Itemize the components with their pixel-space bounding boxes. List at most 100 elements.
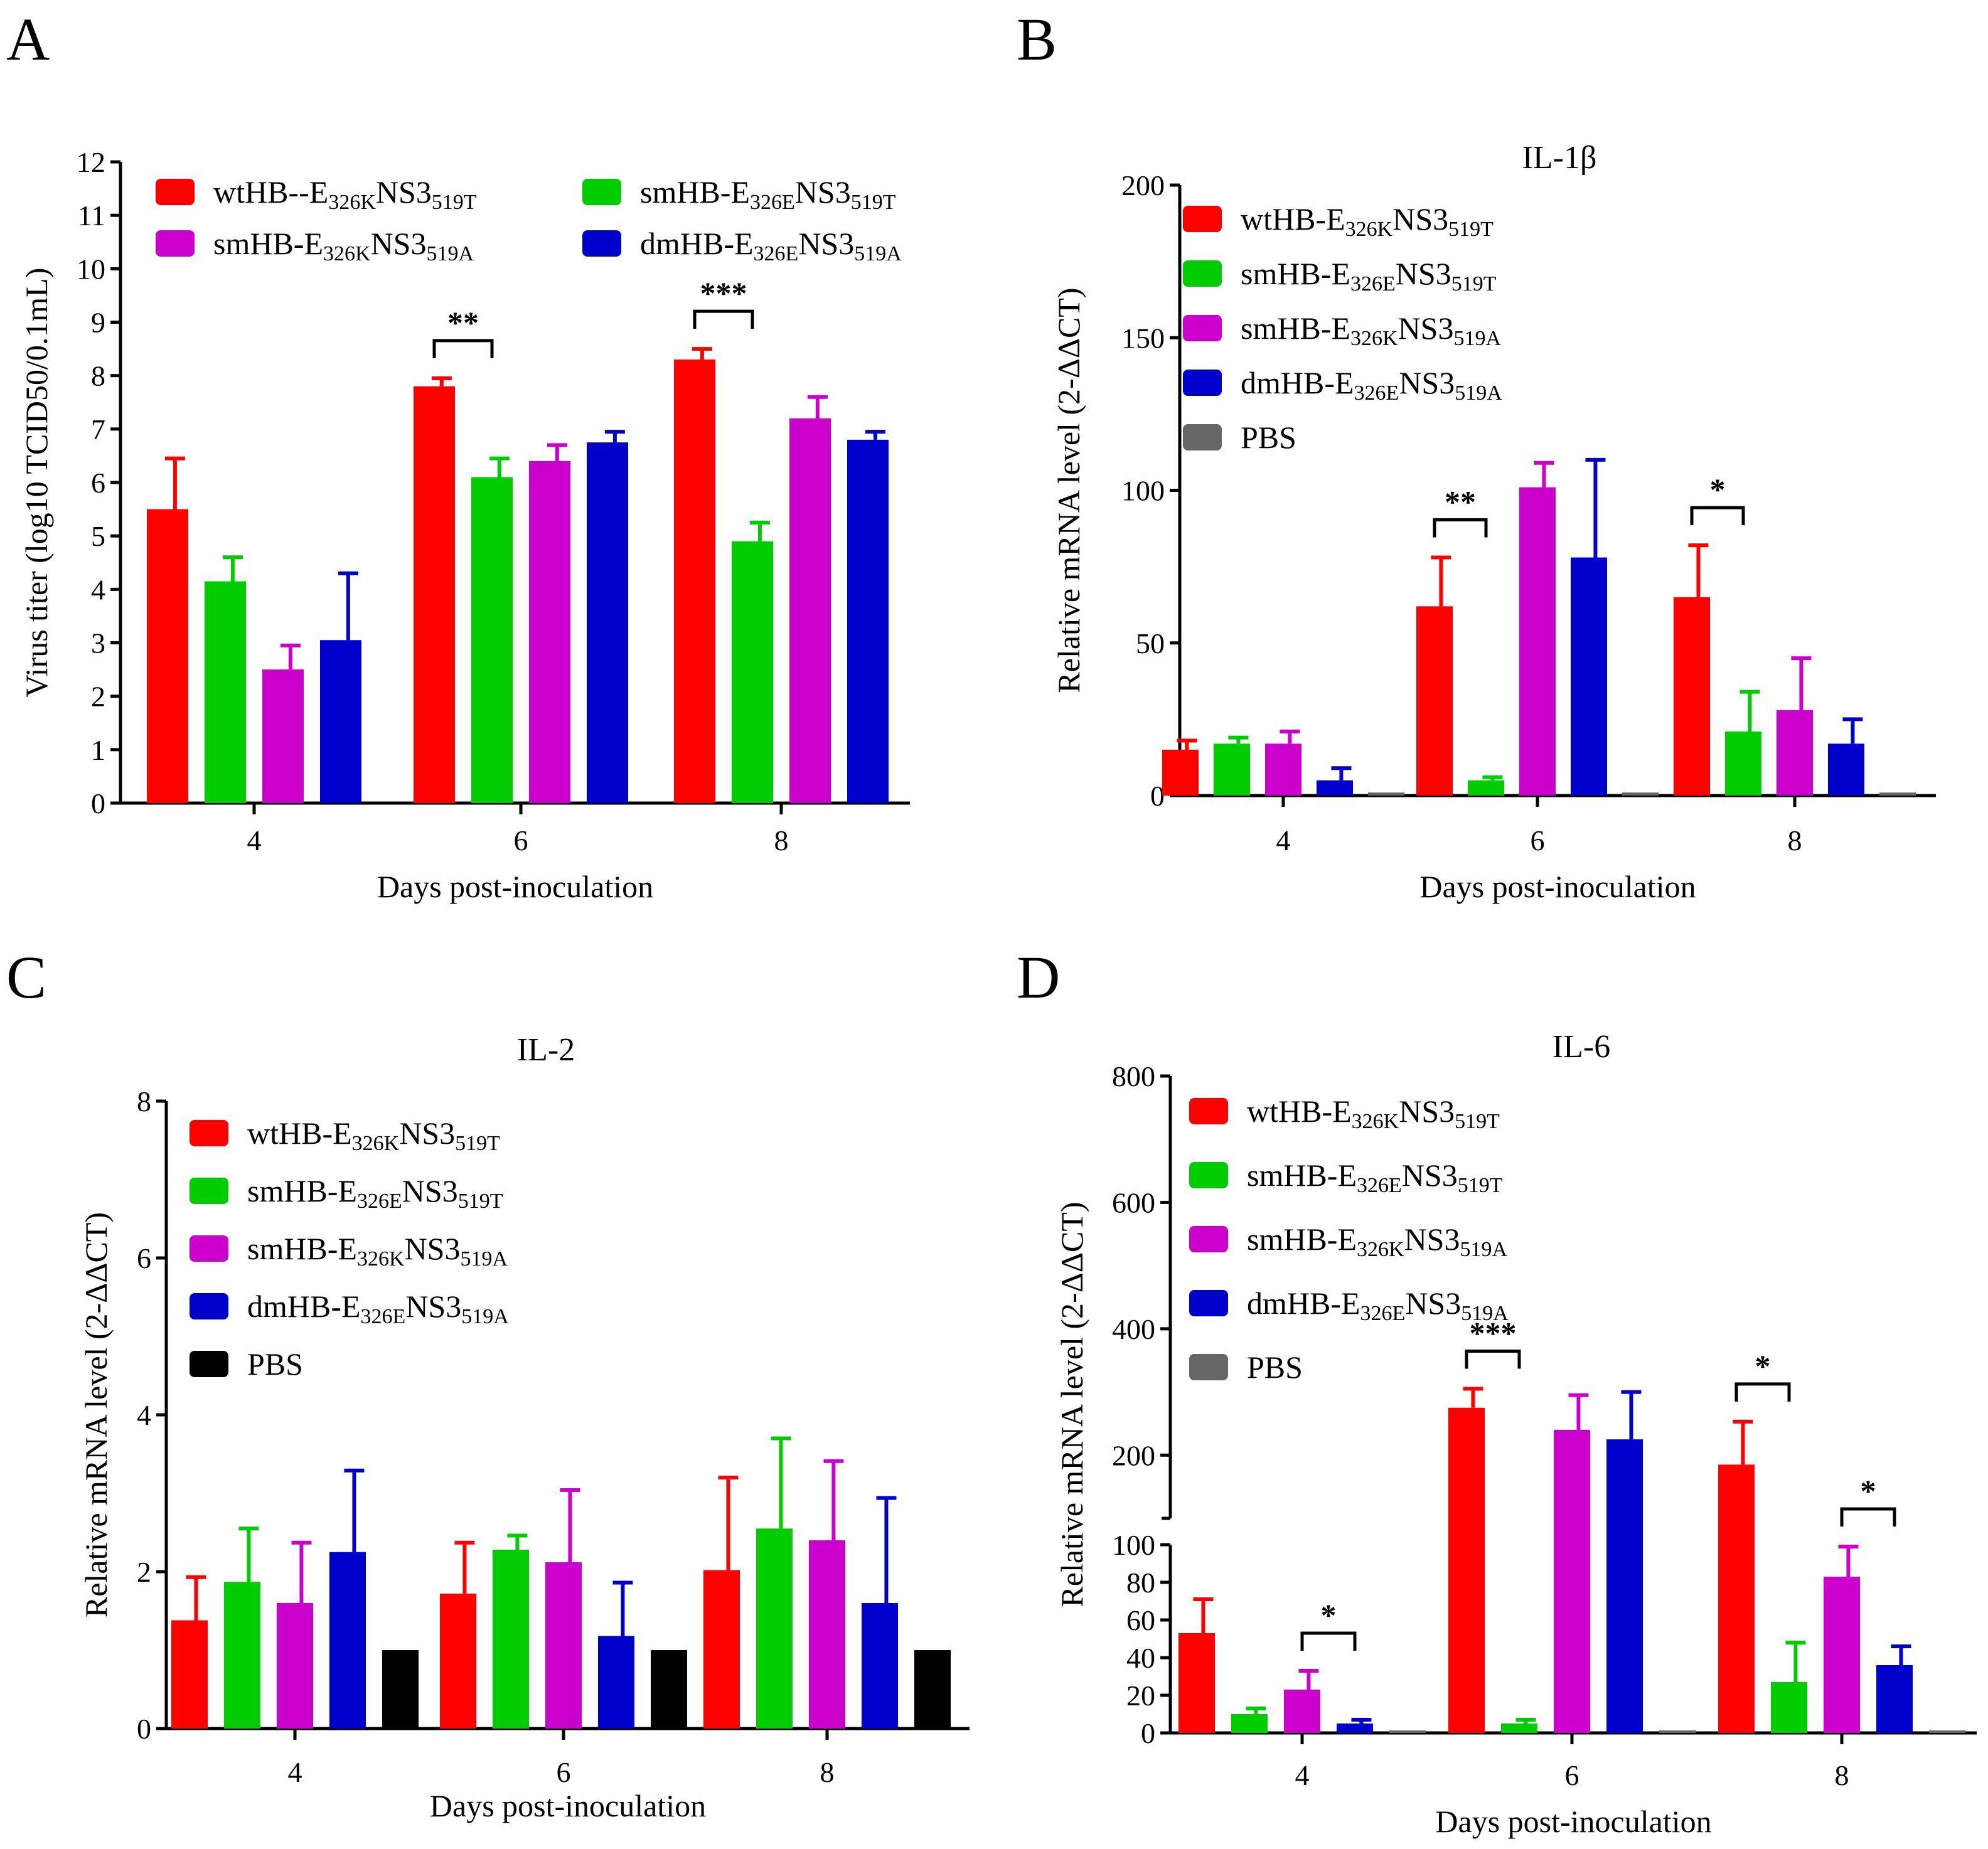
- significance-label: *: [1861, 1473, 1876, 1508]
- legend-swatch-black: [190, 1351, 228, 1377]
- y-tick-label: 5: [91, 520, 105, 552]
- bar-red-day-4: [1178, 1633, 1215, 1733]
- y-tick-label: 600: [1112, 1186, 1155, 1218]
- legend-label: smHB-E326ENS3519T: [247, 1173, 503, 1213]
- significance-label: ***: [1470, 1316, 1517, 1351]
- bar-gray-day-6: [1622, 792, 1659, 796]
- bar-blue-day-4: [1337, 1724, 1373, 1733]
- legend-label: wtHB-E326KNS3519T: [247, 1116, 500, 1155]
- y-tick-label: 8: [91, 360, 105, 392]
- legend-label: dmHB-E326ENS3519A: [640, 226, 902, 265]
- bar-blue-day-8: [1876, 1665, 1913, 1733]
- legend-label: smHB-E326KNS3519A: [213, 226, 474, 265]
- bar-magenta-day-6: [1519, 487, 1556, 796]
- x-tick-label: 6: [557, 1756, 571, 1788]
- legend-swatch-blue: [1183, 370, 1222, 396]
- significance-label: ***: [700, 275, 747, 311]
- y-tick-label: 12: [77, 146, 105, 178]
- panel-letter: A: [6, 6, 50, 73]
- legend-label: PBS: [247, 1346, 303, 1382]
- y-tick-label: 100: [1112, 1529, 1155, 1561]
- legend-label: dmHB-E326ENS3519A: [1241, 365, 1502, 405]
- bar-blue-day-4: [329, 1552, 366, 1729]
- y-tick-label: 6: [91, 467, 105, 499]
- bar-gray-day-8: [1929, 1730, 1965, 1733]
- legend-swatch-magenta: [190, 1235, 228, 1262]
- bar-blue-day-8: [1828, 743, 1864, 796]
- bar-gray-day-8: [1879, 792, 1916, 796]
- bar-red-day-6: [440, 1594, 476, 1729]
- significance-bracket: [1433, 518, 1488, 538]
- legend-swatch-green: [190, 1178, 228, 1204]
- y-tick-label: 400: [1112, 1313, 1155, 1345]
- legend-label: dmHB-E326ENS3519A: [247, 1289, 509, 1328]
- x-tick-label: 4: [288, 1756, 302, 1788]
- legend-swatch-green: [582, 179, 621, 205]
- y-tick-label: 60: [1126, 1604, 1155, 1636]
- legend-label: PBS: [1241, 420, 1296, 455]
- bar-red-day-8: [674, 360, 715, 803]
- y-tick-label: 100: [1121, 475, 1165, 507]
- bar-green-day-8: [732, 541, 773, 803]
- y-tick-label: 800: [1112, 1060, 1155, 1092]
- y-tick-label: 10: [77, 253, 105, 285]
- legend-swatch-green: [1189, 1162, 1228, 1188]
- x-tick-label: 8: [774, 824, 789, 856]
- x-tick-label: 8: [820, 1756, 835, 1788]
- legend-swatch-gray: [1189, 1354, 1228, 1380]
- bar-magenta-day-6: [545, 1562, 582, 1729]
- significance-bracket: [1734, 1382, 1791, 1402]
- bar-red-day-8: [1718, 1464, 1755, 1733]
- y-tick-label: 0: [1141, 1717, 1155, 1749]
- legend: wtHB-E326KNS3519T smHB-E326ENS3519T smHB-E…: [1183, 201, 1502, 455]
- legend-swatch-gray: [1183, 424, 1222, 450]
- y-axis-label: Relative mRNA level (2-ΔΔCT): [78, 1212, 114, 1617]
- bar-green-day-4: [1231, 1714, 1268, 1733]
- significance-bracket: [1465, 1350, 1521, 1369]
- y-tick-label: 11: [78, 200, 105, 232]
- y-tick-label: 20: [1126, 1680, 1155, 1712]
- bar-red-day-4: [147, 509, 188, 803]
- bar-black-day-8: [914, 1650, 951, 1729]
- y-tick-label: 0: [1150, 780, 1165, 812]
- y-tick-label: 7: [91, 413, 105, 445]
- y-tick-label: 50: [1136, 627, 1165, 659]
- significance-label: *: [1755, 1348, 1771, 1383]
- legend-swatch-green: [1183, 260, 1222, 287]
- y-tick-label: 150: [1121, 322, 1165, 354]
- y-axis-label: Relative mRNA level (2-ΔΔCT): [1054, 1202, 1089, 1607]
- bar-black-day-6: [651, 1650, 687, 1729]
- bar-gray-day-4: [1368, 792, 1404, 796]
- y-tick-label: 200: [1112, 1439, 1155, 1471]
- panel-letter: C: [6, 944, 46, 1011]
- bar-red-day-4: [171, 1620, 208, 1729]
- x-tick-label: 4: [1295, 1759, 1310, 1791]
- bar-gray-day-4: [1389, 1730, 1426, 1733]
- bar-magenta-day-8: [1824, 1577, 1860, 1733]
- legend-swatch-blue: [1189, 1290, 1228, 1316]
- legend-label: smHB-E326ENS3519T: [1247, 1158, 1503, 1197]
- x-tick-label: 6: [1565, 1759, 1579, 1791]
- bar-blue-day-4: [320, 640, 361, 803]
- bar-blue-day-6: [1571, 557, 1607, 796]
- legend-label: dmHB-E326ENS3519A: [1247, 1286, 1509, 1325]
- significance-bracket: [432, 339, 494, 358]
- bar-green-day-6: [471, 477, 513, 803]
- legend-swatch-magenta: [156, 230, 195, 257]
- bar-blue-day-4: [1317, 780, 1353, 796]
- chart-title: IL-6: [1552, 1029, 1610, 1065]
- legend-swatch-red: [1183, 206, 1222, 232]
- legend-label: wtHB--E326KNS3519T: [213, 174, 477, 214]
- legend-swatch-red: [1189, 1098, 1228, 1124]
- bar-magenta-day-4: [1284, 1690, 1320, 1733]
- bar-red-day-8: [703, 1570, 740, 1729]
- chart-title: IL-1β: [1522, 140, 1597, 176]
- x-tick-label: 6: [1531, 824, 1545, 856]
- bar-red-day-4: [1162, 750, 1199, 796]
- y-tick-label: 80: [1126, 1567, 1155, 1599]
- legend-swatch-blue: [582, 230, 621, 257]
- bar-green-day-8: [1771, 1682, 1807, 1733]
- bar-blue-day-6: [587, 442, 628, 803]
